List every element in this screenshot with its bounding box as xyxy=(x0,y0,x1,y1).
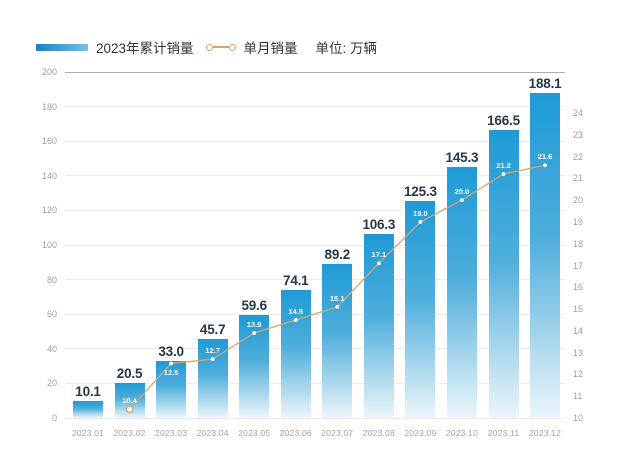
y-axis-right-tick-label: 16 xyxy=(573,282,584,293)
x-axis-label: 2023.01 xyxy=(71,428,105,438)
x-axis-label: 2023.08 xyxy=(362,428,395,438)
line-value-label: 12.7 xyxy=(205,346,220,356)
y-axis-right-tick-label: 10 xyxy=(573,413,584,423)
line-value-label: 15.1 xyxy=(329,293,345,303)
y-axis-right-tick-label: 11 xyxy=(573,391,583,402)
y-axis-right-tick-label: 23 xyxy=(573,129,584,140)
x-axis-label: 2023.06 xyxy=(279,428,312,438)
y-axis-right-tick-label: 17 xyxy=(573,260,584,271)
gridline xyxy=(65,140,565,142)
x-axis-label: 2023.12 xyxy=(528,428,562,438)
circle-marker-icon xyxy=(205,43,213,51)
bar-value-label: 125.3 xyxy=(403,184,437,200)
chart-legend: 2023年累计销量 单月销量 单位: 万辆 xyxy=(36,38,377,56)
y-axis-left-tick-label: 120 xyxy=(41,205,57,216)
y-axis-left-tick-label: 60 xyxy=(46,309,57,320)
y-axis-right-tick-label: 24 xyxy=(573,108,584,118)
x-axis-label: 2023.05 xyxy=(238,428,271,438)
y-axis-left-tick-label: 0 xyxy=(51,413,57,423)
cumulative-sales-legend-label: 2023年累计销量 xyxy=(96,41,194,56)
bar-2023.01 xyxy=(73,400,103,418)
bar-value-label: 45.7 xyxy=(199,321,226,337)
bar-2023.05 xyxy=(239,314,270,418)
y-axis-left-tick-label: 40 xyxy=(46,343,57,354)
line-value-label: 20.0 xyxy=(454,187,470,197)
y-axis-right-tick-label: 13 xyxy=(573,347,584,358)
bar-2023.07 xyxy=(322,263,353,418)
bar-value-label: 145.3 xyxy=(445,149,479,165)
bar-2023.10 xyxy=(446,166,477,418)
gridline xyxy=(65,106,565,108)
y-axis-left-tick-label: 140 xyxy=(41,170,57,181)
y-axis-left-tick-label: 200 xyxy=(41,67,57,77)
monthly-sales-legend-symbol xyxy=(205,43,236,51)
bar-value-label: 89.2 xyxy=(324,246,351,262)
x-axis-label: 2023.04 xyxy=(196,428,229,438)
bar-value-label: 33.0 xyxy=(158,343,184,359)
y-axis-left-tick-label: 160 xyxy=(41,136,57,147)
bar-value-label: 20.5 xyxy=(116,365,143,381)
line-value-label: 10.4 xyxy=(122,396,137,406)
y-axis-right-tick-label: 18 xyxy=(573,238,584,249)
y-axis-right-tick-label: 12 xyxy=(573,369,584,380)
bar-2023.11 xyxy=(488,129,519,418)
x-axis-label: 2023.10 xyxy=(445,428,479,438)
line-segment-icon xyxy=(212,46,229,48)
x-axis-label: 2023.03 xyxy=(155,428,188,438)
bar-2023.09 xyxy=(405,201,436,418)
gridline xyxy=(65,417,565,419)
line-value-label: 21.6 xyxy=(537,152,553,162)
line-value-label: 17.1 xyxy=(371,250,387,260)
y-axis-right-tick-label: 20 xyxy=(573,195,584,206)
x-axis-label: 2023.11 xyxy=(487,428,520,438)
y-axis-right-tick-label: 19 xyxy=(573,216,584,227)
x-axis-label: 2023.07 xyxy=(321,428,354,438)
bar-2023.08 xyxy=(363,234,394,418)
y-axis-left-tick-label: 100 xyxy=(41,240,57,250)
y-axis-left-tick-label: 80 xyxy=(46,274,57,285)
circle-marker-icon xyxy=(228,43,236,51)
y-axis-left-tick-label: 180 xyxy=(41,101,57,112)
bar-value-label: 59.6 xyxy=(241,297,267,313)
monthly-sales-legend-label: 单月销量 xyxy=(243,41,298,56)
line-value-label: 21.2 xyxy=(496,161,511,170)
gridline xyxy=(65,71,565,73)
bar-value-label: 106.3 xyxy=(362,217,396,233)
cumulative-sales-legend-swatch xyxy=(36,43,88,51)
bar-value-label: 74.1 xyxy=(283,272,309,288)
line-value-label: 14.5 xyxy=(288,306,304,316)
y-axis-right-tick-label: 22 xyxy=(573,151,584,162)
bar-value-label: 166.5 xyxy=(487,112,520,128)
bar-value-label: 188.1 xyxy=(528,75,562,91)
x-axis-label: 2023.09 xyxy=(404,428,437,438)
bar-value-label: 10.1 xyxy=(75,383,101,399)
line-value-label: 12.5 xyxy=(163,367,179,377)
y-axis-right-tick-label: 14 xyxy=(573,325,584,336)
unit-label: 单位: 万辆 xyxy=(315,41,378,56)
bar-2023.12 xyxy=(530,92,561,418)
line-value-label: 19.0 xyxy=(413,208,428,218)
line-value-label: 13.9 xyxy=(246,320,262,330)
y-axis-right-tick-label: 15 xyxy=(573,304,584,315)
y-axis-left-tick-label: 20 xyxy=(46,378,57,389)
y-axis-right-tick-label: 21 xyxy=(573,173,584,184)
x-axis-label: 2023.02 xyxy=(113,428,146,438)
